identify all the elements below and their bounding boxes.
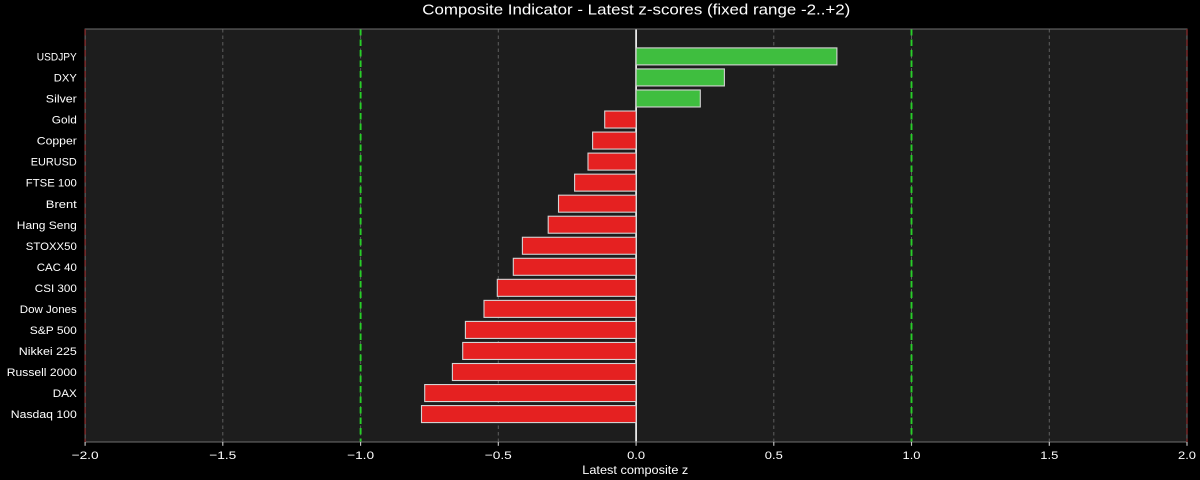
svg-text:S&P 500: S&P 500 xyxy=(30,325,77,337)
svg-text:−2.0: −2.0 xyxy=(72,450,99,462)
svg-text:Silver: Silver xyxy=(46,94,77,106)
svg-text:Russell 2000: Russell 2000 xyxy=(7,367,77,379)
svg-text:Latest composite z: Latest composite z xyxy=(582,463,688,477)
svg-text:Composite Indicator - Latest z: Composite Indicator - Latest z-scores (f… xyxy=(422,1,850,18)
svg-text:−0.5: −0.5 xyxy=(485,450,512,462)
svg-text:Brent: Brent xyxy=(46,199,78,211)
svg-text:USDJPY: USDJPY xyxy=(37,52,77,64)
svg-text:Nikkei 225: Nikkei 225 xyxy=(19,346,77,358)
svg-text:EURUSD: EURUSD xyxy=(31,157,77,169)
svg-text:CSI 300: CSI 300 xyxy=(35,283,77,295)
svg-text:0.5: 0.5 xyxy=(765,450,783,462)
svg-text:2.0: 2.0 xyxy=(1178,450,1196,462)
svg-text:FTSE 100: FTSE 100 xyxy=(26,178,77,190)
svg-text:DAX: DAX xyxy=(53,388,77,400)
svg-text:STOXX50: STOXX50 xyxy=(26,241,77,253)
svg-text:−1.0: −1.0 xyxy=(347,450,374,462)
svg-text:Copper: Copper xyxy=(37,136,77,148)
svg-text:CAC 40: CAC 40 xyxy=(37,262,77,274)
svg-text:Gold: Gold xyxy=(52,115,77,127)
svg-text:Hang Seng: Hang Seng xyxy=(17,220,77,232)
svg-text:−1.5: −1.5 xyxy=(209,450,236,462)
svg-text:Nasdaq 100: Nasdaq 100 xyxy=(11,409,77,421)
svg-text:0.0: 0.0 xyxy=(627,450,645,462)
svg-text:Dow Jones: Dow Jones xyxy=(20,304,77,316)
svg-text:1.5: 1.5 xyxy=(1040,450,1058,462)
svg-text:1.0: 1.0 xyxy=(903,450,921,462)
svg-text:DXY: DXY xyxy=(54,73,77,85)
